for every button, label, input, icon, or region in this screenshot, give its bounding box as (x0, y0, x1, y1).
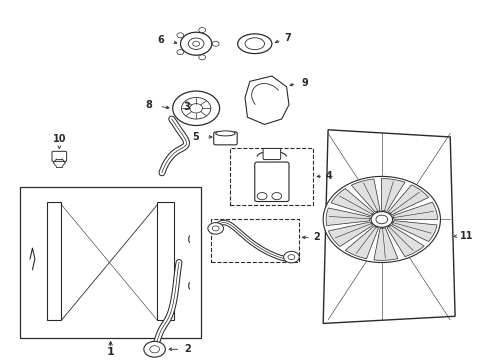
Circle shape (150, 346, 159, 353)
Circle shape (190, 104, 202, 113)
Circle shape (177, 50, 184, 55)
Circle shape (212, 41, 219, 46)
Text: 10: 10 (52, 134, 66, 144)
Circle shape (199, 55, 206, 60)
FancyBboxPatch shape (20, 187, 201, 338)
Polygon shape (323, 130, 455, 323)
Polygon shape (331, 189, 374, 216)
FancyBboxPatch shape (230, 148, 314, 205)
Polygon shape (381, 179, 405, 211)
Circle shape (257, 193, 267, 200)
Circle shape (323, 176, 441, 262)
Ellipse shape (238, 34, 272, 54)
FancyBboxPatch shape (255, 162, 289, 202)
Circle shape (144, 341, 165, 357)
Text: 7: 7 (284, 33, 291, 43)
Text: 4: 4 (326, 171, 332, 181)
Polygon shape (392, 221, 437, 242)
FancyBboxPatch shape (157, 202, 174, 320)
Circle shape (181, 98, 211, 119)
Ellipse shape (245, 38, 265, 50)
FancyBboxPatch shape (214, 132, 237, 145)
Text: 1: 1 (107, 347, 115, 357)
Circle shape (199, 28, 206, 33)
FancyBboxPatch shape (263, 148, 281, 159)
Circle shape (284, 251, 299, 263)
Circle shape (188, 38, 204, 49)
FancyBboxPatch shape (47, 202, 61, 320)
Circle shape (208, 223, 223, 234)
Circle shape (177, 33, 184, 38)
Polygon shape (245, 76, 289, 125)
Circle shape (376, 215, 388, 224)
Text: 5: 5 (192, 132, 198, 142)
Circle shape (180, 32, 212, 55)
Circle shape (288, 255, 295, 260)
Polygon shape (326, 208, 370, 226)
Polygon shape (374, 228, 398, 260)
Text: 9: 9 (301, 78, 308, 88)
Polygon shape (345, 226, 378, 259)
Text: 6: 6 (158, 35, 164, 45)
Text: 2: 2 (184, 344, 191, 354)
Ellipse shape (216, 131, 235, 136)
Text: 11: 11 (460, 231, 473, 241)
FancyBboxPatch shape (211, 220, 299, 262)
Text: 3: 3 (183, 102, 190, 112)
Text: 2: 2 (314, 232, 320, 242)
Circle shape (272, 193, 282, 200)
Polygon shape (351, 179, 380, 212)
Circle shape (212, 226, 219, 231)
Circle shape (193, 41, 199, 46)
Polygon shape (393, 202, 438, 220)
Polygon shape (389, 185, 429, 215)
FancyBboxPatch shape (52, 151, 67, 161)
Polygon shape (387, 225, 424, 257)
Circle shape (371, 212, 392, 227)
Polygon shape (328, 222, 372, 247)
Circle shape (172, 91, 220, 126)
Text: 8: 8 (146, 100, 152, 110)
